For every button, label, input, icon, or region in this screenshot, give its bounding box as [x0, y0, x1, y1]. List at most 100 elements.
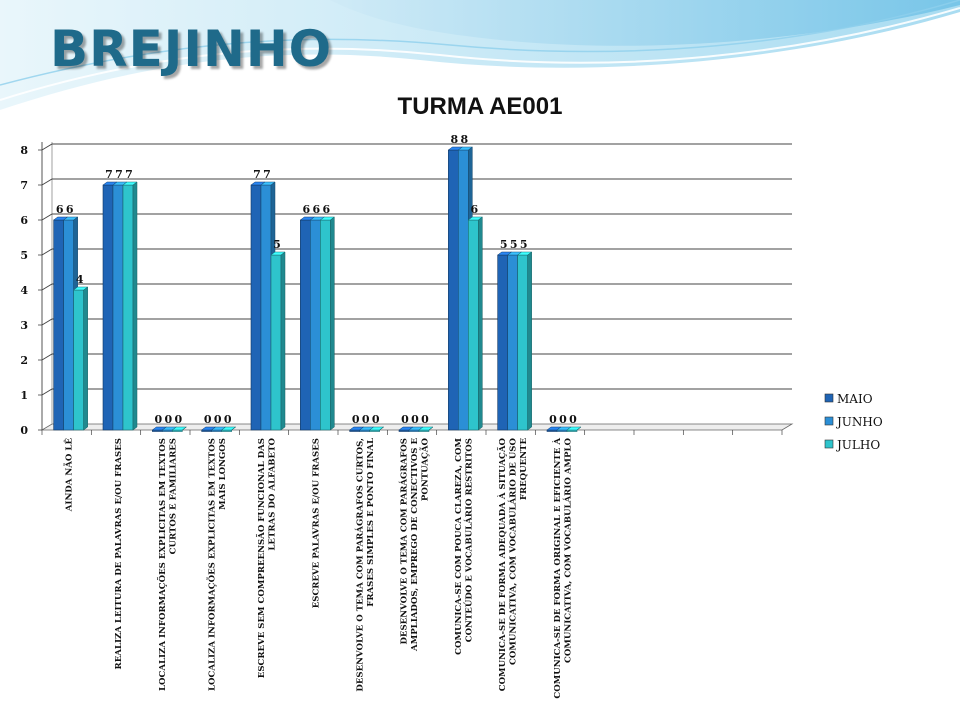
x-tick-label: FRASES SIMPLES E PONTO FINAL [366, 438, 376, 607]
x-tick-label: LOCALIZA INFORMAÇÕES EXPLICITAS EM TEXTO… [205, 438, 217, 691]
bar-maio [497, 254, 508, 431]
x-tick-label: AINDA NÃO LÊ [63, 438, 75, 513]
bar-top-julho [368, 426, 385, 431]
x-tick-label: FREQUENTE [519, 438, 529, 501]
x-tick-label: COMUNICA-SE COM POUCA CLAREZA, COM [454, 438, 464, 655]
data-label: 7 [105, 168, 113, 181]
bar-side-julho [182, 426, 187, 431]
y-tick-label: 2 [20, 354, 28, 367]
bar-maio [448, 149, 459, 431]
bar-junho [458, 149, 469, 431]
data-label: 0 [559, 413, 567, 426]
data-label: 6 [56, 203, 64, 216]
bar-side-julho [576, 426, 582, 431]
bar-julho [468, 219, 479, 431]
x-tick-label: CURTOS E FAMILIARES [169, 438, 179, 554]
legend-swatch-julho [824, 439, 834, 449]
data-label: 7 [263, 168, 271, 181]
data-label: 0 [372, 413, 380, 426]
data-label: 5 [510, 238, 518, 251]
legend-label-julho: JULHO [835, 438, 880, 452]
x-tick-label: ESCREVE PALAVRAS E/OU FRASES [311, 438, 321, 608]
data-label: 7 [253, 168, 261, 181]
data-label: 0 [421, 413, 429, 426]
bar-junho [260, 184, 272, 431]
y-tick-label: 6 [20, 214, 28, 227]
y-tick-label: 3 [20, 319, 28, 332]
y-tick-label: 5 [20, 249, 28, 262]
data-label: 0 [175, 413, 183, 426]
gridline [41, 353, 792, 361]
gridline [41, 388, 792, 396]
gridline [41, 178, 792, 186]
data-label: 6 [471, 203, 479, 216]
data-label: 0 [224, 413, 232, 426]
x-tick-label: LETRAS DO ALFABETO [267, 437, 277, 550]
x-tick-label: AMPLIADOS, EMPREGO DE CONECTIVOS E [410, 438, 420, 652]
y-tick-label: 0 [20, 424, 28, 437]
data-label: 5 [500, 238, 508, 251]
x-tick-label: COMUNICATIVA, COM VOCABULÁRIO AMPLO [561, 437, 573, 662]
bar-junho [63, 219, 74, 431]
bar-junho [112, 184, 124, 431]
y-tick-label: 4 [20, 284, 28, 297]
data-label: 7 [115, 168, 123, 181]
bar-julho [320, 219, 331, 431]
x-tick-label: LOCALIZA INFORMAÇÕES EXPLICITAS EM TEXTO… [156, 438, 168, 691]
bar-maio [250, 184, 262, 431]
data-label: 5 [520, 238, 528, 251]
bar-side-julho [83, 286, 88, 431]
data-label: 6 [66, 203, 74, 216]
slide-title: BREJINHO [50, 20, 333, 78]
data-label: 0 [411, 413, 419, 426]
x-tick-label: COMUNICA-SE DE FORMA ORIGINAL E EFICIENT… [551, 438, 563, 699]
bar-maio [300, 219, 311, 431]
bar-maio [102, 184, 114, 431]
data-label: 5 [273, 238, 281, 251]
bar-side-julho [527, 251, 532, 431]
data-label: 0 [204, 413, 212, 426]
data-label: 6 [303, 203, 311, 216]
x-tick-label: ESCREVE SEM COMPREENSÃO FUNCIONAL DAS [255, 438, 267, 678]
data-label: 0 [214, 413, 222, 426]
gridline [41, 283, 792, 291]
data-label: 8 [461, 133, 469, 146]
y-tick-label: 7 [20, 179, 28, 192]
x-tick-label: PONTUAÇÃO [419, 437, 431, 501]
gridline [41, 318, 792, 326]
bar-junho [310, 219, 321, 431]
data-label: 0 [569, 413, 577, 426]
x-tick-label: CONTEÚDO E VOCABULÁRIO RESTRITOS [463, 438, 475, 642]
bar-side-julho [132, 181, 138, 431]
gridline [41, 213, 792, 221]
bar-julho [73, 289, 84, 431]
bar-side-julho [478, 216, 483, 431]
data-label: 0 [165, 413, 173, 426]
bar-junho [507, 254, 518, 431]
x-tick-label: COMUNICA-SE DE FORMA ADEQUADA À SITUAÇÃO [496, 437, 508, 691]
data-label: 7 [125, 168, 133, 181]
bar-side-julho [428, 426, 434, 431]
x-tick-label: DESENVOLVE O TEMA COM PARÁGRAFOS CURTOS, [353, 438, 365, 692]
data-label: 4 [76, 273, 84, 286]
legend-label-junho: JUNHO [835, 415, 883, 429]
chart-title: TURMA AE001 [398, 93, 563, 120]
legend-label-maio: MAIO [837, 392, 873, 406]
data-label: 0 [362, 413, 370, 426]
data-label: 0 [155, 413, 163, 426]
bar-julho [517, 254, 528, 431]
bar-side-julho [330, 216, 335, 431]
y-tick-label: 1 [20, 389, 28, 402]
x-tick-label: MAIS LONGOS [218, 438, 228, 510]
data-label: 0 [401, 413, 409, 426]
legend-swatch-junho [824, 416, 834, 426]
bar-top-julho [220, 426, 237, 431]
data-label: 0 [352, 413, 360, 426]
x-tick-label: DESENVOLVE O TEMA COM PARÁGRAFOS [398, 438, 410, 645]
y-tick-label: 8 [20, 144, 28, 157]
bar-maio [53, 219, 64, 431]
bar-julho [122, 184, 134, 431]
bar-side-julho [280, 251, 286, 431]
